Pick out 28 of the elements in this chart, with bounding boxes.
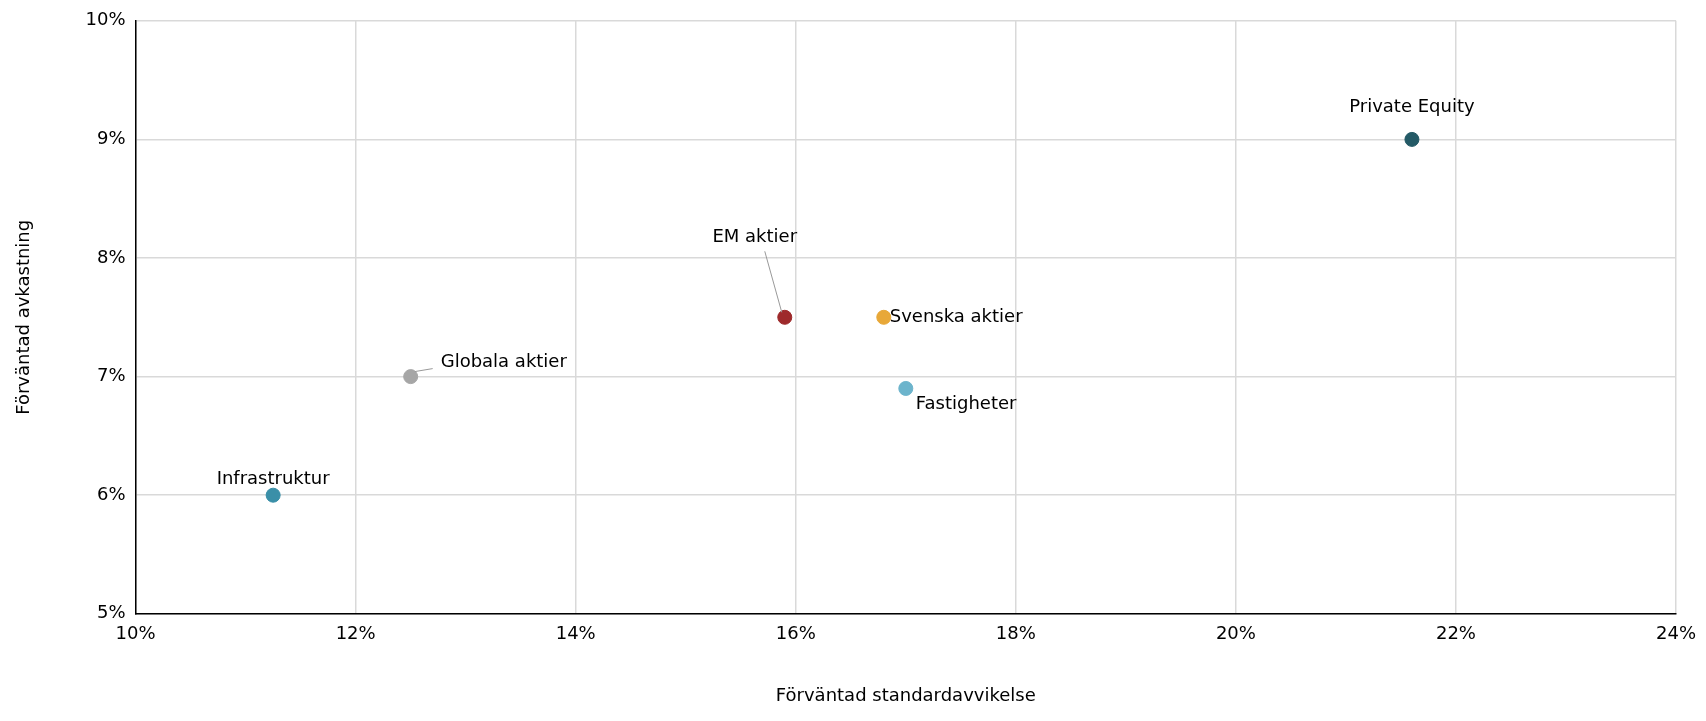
x-tick-label: 22%	[1435, 622, 1476, 644]
point	[777, 309, 793, 325]
series-label: Svenska aktier	[889, 304, 1024, 326]
x-tick-label: 14%	[555, 622, 596, 644]
y-tick-label: 7%	[97, 364, 126, 386]
x-tick-label: 24%	[1655, 622, 1696, 644]
y-tick-label: 6%	[97, 482, 126, 504]
point	[265, 487, 281, 503]
x-tick-label: 12%	[335, 622, 376, 644]
series-label: Infrastruktur	[216, 466, 331, 488]
x-tick-label: 10%	[115, 622, 156, 644]
series-label: Fastigheter	[915, 392, 1018, 414]
point	[403, 369, 419, 385]
y-axis-title: Förväntad avkastning	[12, 219, 34, 415]
point	[1404, 131, 1420, 147]
x-tick-label: 20%	[1215, 622, 1256, 644]
x-tick-label: 16%	[775, 622, 816, 644]
legend-label: Globala aktier	[440, 350, 568, 372]
series-label: Private Equity	[1349, 95, 1475, 117]
text: EM aktier	[712, 224, 798, 246]
x-axis-title: Förväntad standardavvikelse	[775, 683, 1036, 705]
point	[898, 380, 914, 396]
y-tick-label: 9%	[97, 127, 126, 149]
y-tick-label: 10%	[85, 8, 126, 30]
point	[876, 309, 892, 325]
y-tick-label: 8%	[97, 245, 126, 267]
x-tick-label: 18%	[995, 622, 1036, 644]
y-tick-label: 5%	[97, 601, 126, 623]
